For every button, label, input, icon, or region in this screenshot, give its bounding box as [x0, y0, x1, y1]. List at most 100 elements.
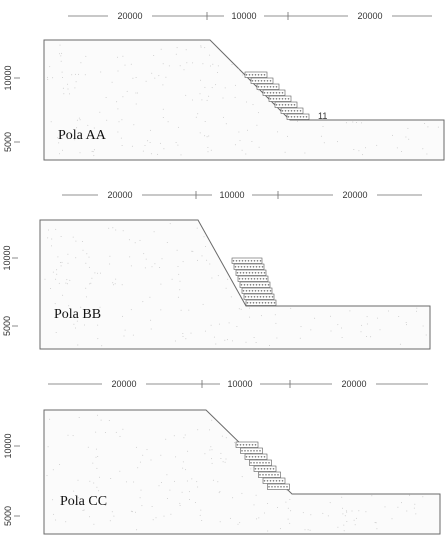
soil-speck	[182, 335, 184, 337]
block-texture-dot	[257, 468, 260, 470]
block-texture-dot	[263, 86, 266, 88]
soil-speck	[67, 83, 68, 85]
soil-speck	[46, 475, 48, 477]
block-texture-dot	[259, 474, 261, 476]
block-texture-dot	[244, 296, 247, 298]
soil-speck	[253, 337, 255, 338]
soil-speck	[99, 476, 100, 478]
soil-speck	[310, 514, 312, 516]
soil-speck	[185, 94, 187, 96]
soil-speck	[197, 113, 199, 115]
soil-speck	[424, 123, 426, 124]
soil-speck	[200, 46, 202, 48]
block-texture-dot	[293, 110, 296, 112]
soil-speck	[117, 131, 119, 133]
block-texture-dot	[263, 290, 266, 292]
soil-speck	[123, 335, 125, 337]
soil-speck	[222, 116, 224, 118]
soil-speck	[80, 306, 82, 308]
soil-speck	[206, 99, 208, 101]
soil-speck	[179, 280, 181, 282]
soil-speck	[121, 119, 123, 121]
dimension-label-middle: 10000	[231, 11, 256, 21]
soil-speck	[189, 499, 190, 500]
soil-speck	[256, 124, 258, 126]
soil-speck	[245, 153, 247, 155]
soil-speck	[342, 507, 343, 509]
soil-speck	[258, 146, 260, 148]
soil-speck	[85, 262, 87, 264]
block-texture-dot	[236, 444, 239, 446]
block-texture-dot	[235, 260, 238, 262]
soil-speck	[258, 90, 260, 92]
soil-speck	[226, 339, 228, 341]
block-texture-dot	[257, 80, 260, 82]
soil-speck	[220, 458, 222, 459]
soil-speck	[341, 327, 342, 329]
soil-speck	[346, 521, 348, 522]
reinforcement-block	[243, 293, 275, 300]
soil-speck	[179, 289, 181, 291]
elevation-label-lower: 5000	[3, 132, 13, 152]
block-texture-dot	[261, 266, 264, 268]
block-texture-dot	[275, 92, 278, 94]
soil-speck	[160, 283, 162, 285]
soil-speck	[376, 528, 378, 530]
soil-speck	[62, 87, 64, 89]
soil-speck	[207, 151, 209, 153]
soil-speck	[304, 529, 306, 531]
reinforcement-block	[237, 275, 269, 282]
block-texture-dot	[263, 272, 266, 274]
soil-speck	[230, 296, 232, 298]
soil-speck	[211, 462, 213, 464]
soil-speck	[162, 117, 164, 118]
dimension-label-right: 20000	[341, 379, 366, 389]
soil-speck	[65, 282, 67, 284]
soil-speck	[175, 456, 177, 458]
soil-speck	[49, 418, 51, 420]
soil-speck	[51, 245, 52, 247]
soil-speck	[154, 77, 156, 79]
block-texture-dot	[273, 302, 276, 304]
block-texture-dot	[257, 272, 260, 274]
soil-speck	[286, 490, 288, 492]
block-texture-dot	[250, 278, 253, 280]
block-texture-dot	[247, 278, 250, 280]
block-texture-dot	[264, 302, 267, 304]
soil-speck	[144, 145, 146, 146]
soil-speck	[55, 332, 57, 333]
block-texture-dot	[257, 86, 260, 88]
soil-speck	[98, 490, 100, 492]
soil-speck	[122, 230, 124, 232]
block-texture-dot	[275, 480, 278, 482]
reinforcement-block	[231, 257, 263, 264]
soil-speck	[151, 506, 153, 507]
dimension-label-right: 20000	[357, 11, 382, 21]
block-texture-dot	[290, 116, 293, 118]
block-texture-dot	[277, 486, 279, 488]
soil-speck	[150, 328, 152, 330]
soil-speck	[132, 334, 134, 336]
block-texture-dot	[274, 486, 276, 488]
block-texture-dot	[240, 266, 243, 268]
soil-texture	[44, 223, 427, 347]
block-texture-dot	[272, 468, 275, 470]
soil-speck	[174, 480, 175, 482]
soil-speck	[93, 482, 95, 484]
block-texture-dot	[261, 284, 264, 286]
soil-speck	[85, 296, 87, 298]
block-texture-dot	[246, 284, 249, 286]
soil-speck	[122, 55, 124, 57]
soil-speck	[437, 126, 439, 128]
block-texture-dot	[290, 110, 293, 112]
soil-speck	[101, 345, 103, 347]
reinforcement-block	[241, 287, 273, 294]
soil-speck	[416, 307, 418, 309]
reinforcement-blocks	[244, 71, 310, 120]
soil-speck	[86, 311, 88, 312]
soil-speck	[238, 131, 240, 133]
soil-speck	[285, 501, 287, 503]
block-texture-dot	[253, 260, 256, 262]
soil-speck	[422, 325, 424, 327]
soil-speck	[362, 154, 364, 156]
